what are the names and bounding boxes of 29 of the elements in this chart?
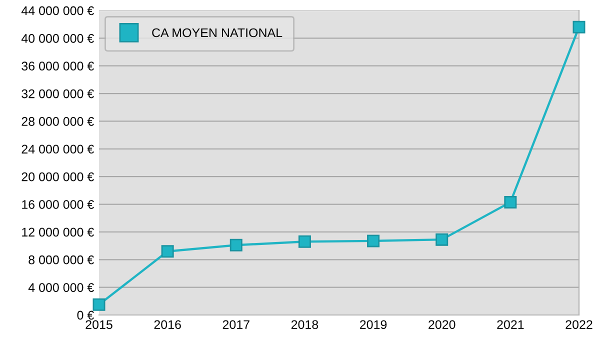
y-tick-label: 0 €	[77, 310, 94, 320]
point	[572, 20, 586, 34]
y-tick-label: 20 000 000 €	[22, 172, 94, 182]
y-tick-label: 28 000 000 €	[22, 117, 94, 126]
x-tick-label: 2019	[360, 320, 387, 330]
legend-label: CA MOYEN NATIONAL	[152, 28, 282, 38]
y-tick-label: 16 000 000 €	[22, 200, 94, 209]
y-tick-label: 32 000 000 €	[22, 89, 94, 98]
y-tick-label: 24 000 000 €	[22, 144, 94, 154]
x-tick-label: 2018	[291, 320, 318, 330]
point	[367, 234, 380, 248]
y-tick-label: 40 000 000 €	[21, 34, 94, 43]
point	[230, 238, 242, 252]
point	[298, 235, 311, 248]
x-tick-label: 2016	[154, 320, 181, 330]
x-tick-label: 2015	[86, 320, 112, 330]
x-tick-label: 2017	[222, 320, 250, 330]
y-tick-label: 44 000 000 €	[21, 6, 94, 16]
point	[92, 298, 106, 311]
y-tick-label: 12 000 000 €	[22, 228, 94, 237]
x-tick-label: 2022	[566, 320, 592, 330]
point	[504, 196, 517, 208]
point	[436, 233, 448, 246]
y-tick-label: 8 000 000 €	[28, 255, 94, 264]
point	[161, 245, 174, 258]
x-tick-label: 2020	[428, 320, 456, 330]
x-tick-label: 2021	[497, 320, 524, 330]
y-tick-label: 4 000 000 €	[28, 283, 94, 292]
y-tick-label: 36 000 000 €	[22, 62, 94, 71]
